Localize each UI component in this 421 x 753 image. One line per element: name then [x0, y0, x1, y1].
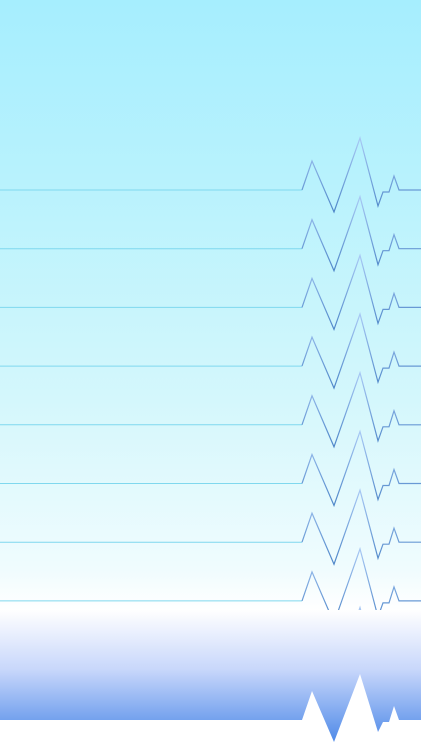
- pulse-line-spike: [301, 135, 421, 214]
- pulse-line-spike: [301, 488, 421, 566]
- pulse-line-spike: [301, 312, 421, 390]
- pulse-line-spike: [301, 253, 421, 332]
- pulse-line-spike: [301, 370, 421, 449]
- pulse-line-spike: [301, 429, 421, 508]
- pulse-line-spike: [301, 194, 421, 273]
- bottom-heartbeat-band: [0, 610, 421, 742]
- pulse-line-spike: [301, 546, 421, 625]
- pulse-lines: [0, 135, 421, 684]
